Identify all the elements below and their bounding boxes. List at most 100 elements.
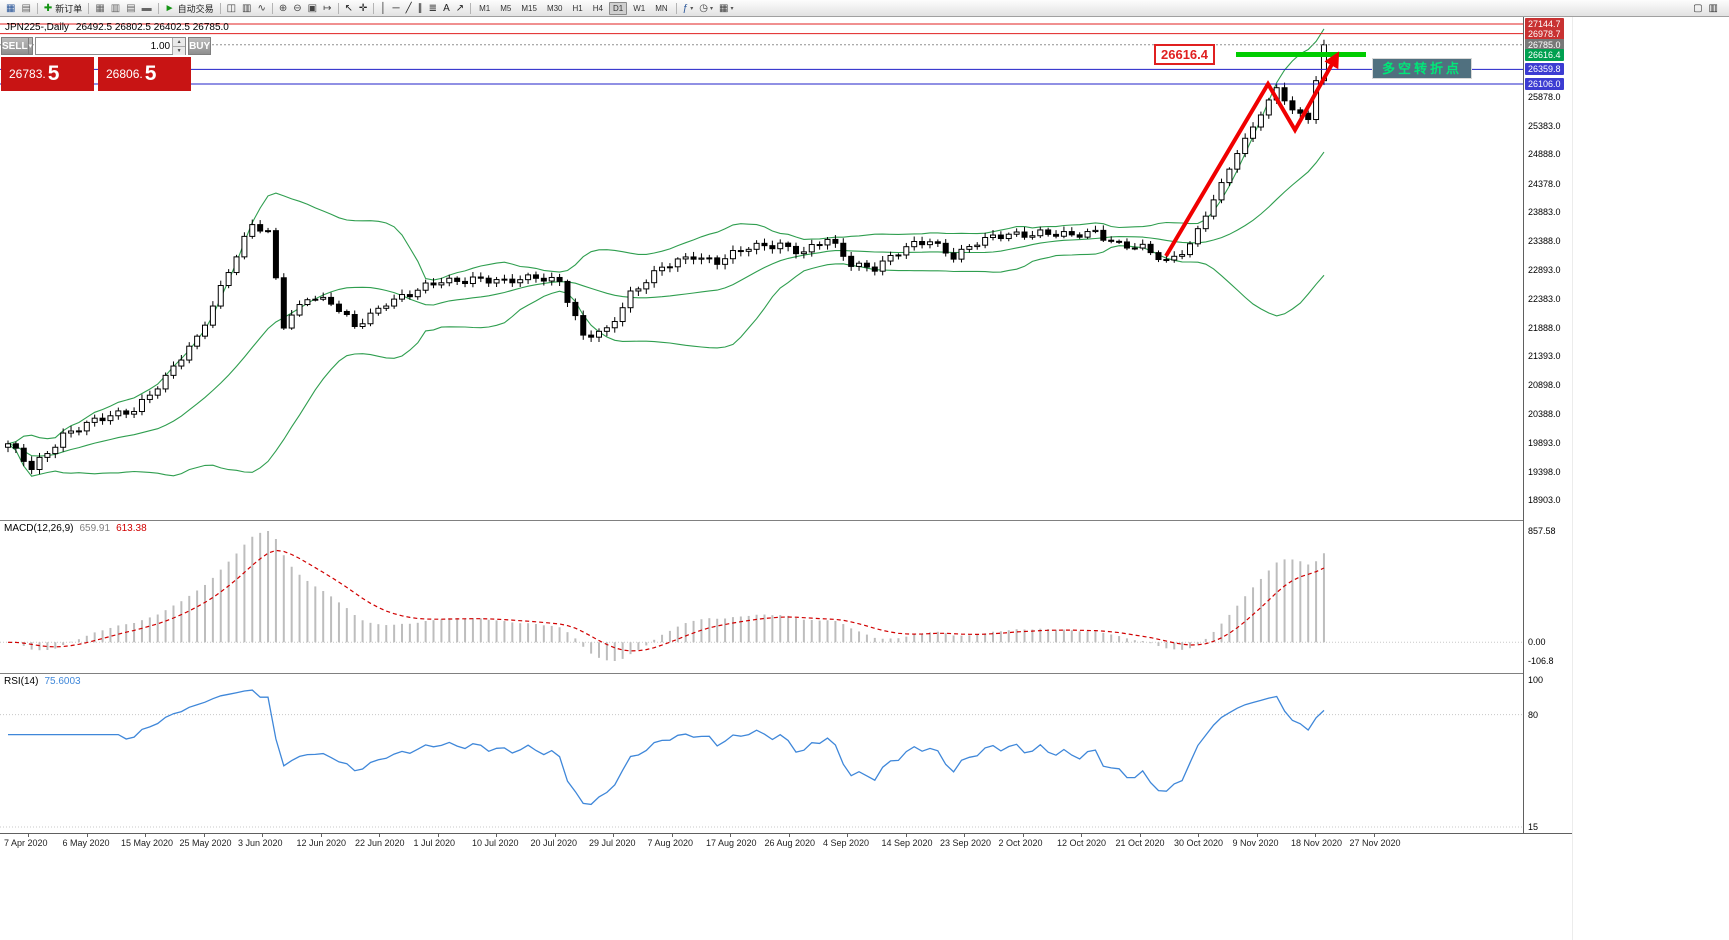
time-axis-label: 6 May 2020 xyxy=(62,838,110,848)
timeframe-m15-button[interactable]: M15 xyxy=(521,3,537,13)
volume-input[interactable] xyxy=(36,38,173,54)
timeframe-m1-button[interactable]: M1 xyxy=(479,3,491,13)
indicators-icon-caret-icon: ▾ xyxy=(690,5,694,12)
time-axis-label: 17 Aug 2020 xyxy=(706,838,757,848)
time-axis-tick xyxy=(730,834,731,837)
rsi-label: RSI(14) 75.6003 xyxy=(4,676,81,687)
timeframe-h4-button[interactable]: H4 xyxy=(592,3,603,13)
fibonacci-icon[interactable]: ≣ xyxy=(427,2,439,15)
level-lines xyxy=(0,23,1523,85)
time-axis[interactable]: 7 Apr 2020 6 May 2020 15 May 2020 25 May 20… xyxy=(0,833,1572,852)
macd-canvas[interactable] xyxy=(0,521,1523,673)
timeframe-m5-button[interactable]: M5 xyxy=(500,3,512,13)
data-window-icon[interactable]: ▥ xyxy=(109,2,122,15)
profiles-icon-glyph: ▤ xyxy=(21,2,31,14)
main-chart-panel[interactable]: JPN225-,Daily 26492.5 26802.5 26402.5 267… xyxy=(0,17,1523,520)
price-level-flag[interactable]: 26616.4 xyxy=(1154,44,1215,65)
timeframe-mn-button[interactable]: MN xyxy=(655,3,668,13)
timeframes-menu-icon[interactable]: ◷ ▾ xyxy=(697,2,715,15)
macd-panel[interactable]: MACD(12,26,9) 659.91 613.38 xyxy=(0,520,1523,673)
time-axis-label: 20 Jul 2020 xyxy=(530,838,578,848)
trendline-icon[interactable]: ╱ xyxy=(404,2,414,15)
text-tool-icon-glyph: A xyxy=(443,2,450,14)
buy-price-button[interactable]: 26806. 5 xyxy=(98,57,191,91)
sell-price-button[interactable]: 26783. 5 xyxy=(1,57,94,91)
chart-ohlc-values: 26492.5 26802.5 26402.5 26785.0 xyxy=(75,22,229,33)
timeframe-d1-button[interactable]: D1 xyxy=(608,1,628,15)
market-watch-icon[interactable]: ▦ xyxy=(93,2,106,15)
price-scale-tick: 23388.0 xyxy=(1528,236,1561,247)
vertical-line-icon[interactable]: │ xyxy=(378,2,388,15)
macd-name: MACD(12,26,9) xyxy=(4,523,74,534)
panel-icon[interactable]: ▥ xyxy=(1707,2,1720,15)
price-scale[interactable]: 25878.0 25383.0 24888.0 24378.0 23883.0 23388… xyxy=(1523,17,1572,833)
indicators-icon[interactable]: ƒ ▾ xyxy=(681,2,696,15)
volume-up-button[interactable]: ▲ xyxy=(173,38,186,46)
terminal-icon[interactable]: ▬ xyxy=(140,2,154,15)
time-axis-tick xyxy=(1198,834,1199,837)
indicators-icon-glyph: ƒ xyxy=(682,2,689,14)
price-scale-tag: 26359.8 xyxy=(1525,63,1564,76)
zoom-out-icon[interactable]: ⊖ xyxy=(291,2,303,15)
price-scale-tick: 22893.0 xyxy=(1528,264,1561,275)
toolbar-separator xyxy=(36,2,38,14)
rsi-scale-level: 80 xyxy=(1528,709,1539,720)
rsi-panel[interactable]: RSI(14) 75.6003 xyxy=(0,673,1523,833)
navigator-icon[interactable]: ▤ xyxy=(124,2,137,15)
timeframe-w1-button[interactable]: W1 xyxy=(633,3,646,13)
volume-down-button[interactable]: ▼ xyxy=(173,46,186,55)
zoom-in-icon-glyph: ⊕ xyxy=(278,2,288,14)
volume-field: ▲ ▼ xyxy=(35,37,187,55)
profiles-icon[interactable]: ▤ xyxy=(19,2,32,15)
templates-icon[interactable]: ▦ ▾ xyxy=(717,2,735,15)
auto-trading-button-label: 自动交易 xyxy=(177,3,214,14)
cursor-icon[interactable]: ↖ xyxy=(343,2,355,15)
new-chart-icon[interactable]: ▦ xyxy=(4,2,17,15)
horizontal-line-icon[interactable]: ─ xyxy=(391,2,402,15)
price-chart-canvas[interactable] xyxy=(0,17,1523,520)
rsi-name: RSI(14) xyxy=(4,676,39,687)
auto-trading-button[interactable]: ► 自动交易 xyxy=(163,2,216,15)
templates-icon-caret-icon: ▾ xyxy=(730,5,734,12)
price-scale-tick: 21393.0 xyxy=(1528,351,1561,362)
toolbar-separator xyxy=(470,2,472,14)
toolbar-separator xyxy=(337,2,339,14)
crosshair-icon[interactable]: ✛ xyxy=(357,2,369,15)
scroll-to-end-icon[interactable]: ↦ xyxy=(321,2,333,15)
new-order-button[interactable]: ✚ 新订单 xyxy=(42,2,84,15)
time-axis-label: 21 Oct 2020 xyxy=(1115,838,1165,848)
sell-price-main: 26783. xyxy=(9,67,46,81)
trend-arrow-annotation[interactable] xyxy=(1164,51,1340,258)
price-scale-tick: 21888.0 xyxy=(1528,322,1561,333)
chart-line-icon-glyph: ∿ xyxy=(257,2,266,14)
price-scale-tick: 20388.0 xyxy=(1528,409,1561,420)
time-axis-tick xyxy=(28,834,29,837)
timeframe-m30-button[interactable]: M30 xyxy=(546,3,563,13)
templates-icon-glyph: ▦ xyxy=(718,2,729,14)
window-icon[interactable]: ▢ xyxy=(1691,2,1704,15)
timeframe-h1-button[interactable]: H1 xyxy=(572,3,583,13)
time-axis-tick xyxy=(496,834,497,837)
time-axis-label: 7 Aug 2020 xyxy=(647,838,694,848)
price-scale-tick: 25383.0 xyxy=(1528,120,1561,131)
terminal-icon-glyph: ▬ xyxy=(141,2,152,14)
arrow-tool-icon[interactable]: ↗ xyxy=(454,2,466,15)
chart-candles-icon[interactable]: ◫ xyxy=(225,2,238,15)
buy-button[interactable]: BUY xyxy=(188,37,212,55)
turning-point-annotation[interactable]: 多空转折点 xyxy=(1372,58,1473,79)
toolbar: ▦ ▤ ✚ 新订单 ▦ ▥ ▤ ▬ ► 自动交易 ◫ ▥ ∿ ⊕ ⊖ ▣ ↦ ↖ ✛ │ ─ ╱ ∥ ≣ A ↗ M1 M5 M15 M3… xyxy=(0,0,1729,17)
zoom-in-icon[interactable]: ⊕ xyxy=(277,2,289,15)
rsi-canvas[interactable] xyxy=(0,674,1523,833)
toolbar-separator xyxy=(157,2,159,14)
sell-button[interactable]: SELL xyxy=(1,37,29,55)
text-tool-icon[interactable]: A xyxy=(441,2,452,15)
chart-line-icon[interactable]: ∿ xyxy=(256,2,268,15)
scroll-to-end-icon-glyph: ↦ xyxy=(323,2,332,14)
tile-windows-icon[interactable]: ▣ xyxy=(306,2,319,15)
sell-options-caret-icon[interactable]: ▾ xyxy=(28,37,34,55)
chart-bars-icon[interactable]: ▥ xyxy=(240,2,253,15)
time-axis-label: 23 Sep 2020 xyxy=(940,838,992,848)
horizontal-line-icon-glyph: ─ xyxy=(392,2,400,14)
time-axis-tick xyxy=(554,834,556,837)
channel-icon[interactable]: ∥ xyxy=(416,2,425,15)
